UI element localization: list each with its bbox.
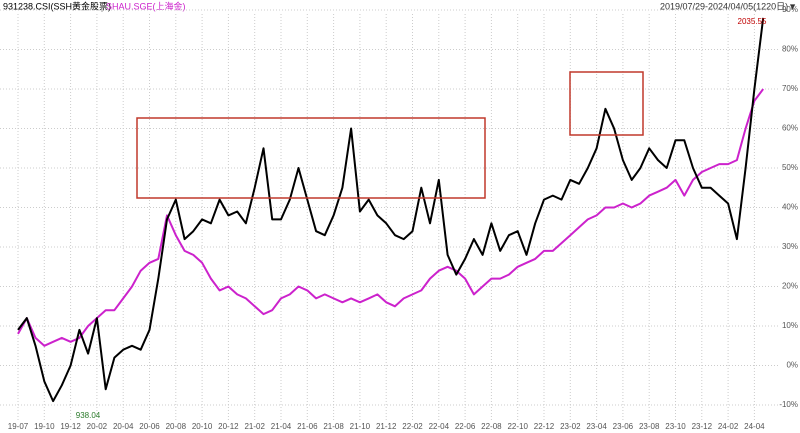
x-tick-label: 22-10 — [507, 422, 528, 431]
y-tick-label: 10% — [782, 321, 798, 330]
x-tick-label: 23-12 — [692, 422, 713, 431]
x-tick-label: 24-02 — [718, 422, 739, 431]
x-tick-label: 21-08 — [323, 422, 344, 431]
y-tick-label: 60% — [782, 124, 798, 133]
y-tick-label: 90% — [782, 5, 798, 14]
x-tick-label: 20-06 — [139, 422, 160, 431]
x-tick-label: 22-02 — [402, 422, 423, 431]
x-tick-label: 22-12 — [534, 422, 555, 431]
x-tick-label: 24-04 — [744, 422, 765, 431]
x-tick-label: 22-04 — [429, 422, 450, 431]
max-annotation: 2035.55 — [738, 17, 767, 26]
x-tick-label: 19-12 — [60, 422, 81, 431]
series-line — [17, 17, 765, 403]
x-tick-label: 23-04 — [586, 422, 607, 431]
x-tick-label: 21-04 — [271, 422, 292, 431]
date-range: 2019/07/29-2024/04/05(1220日)▼ — [660, 1, 797, 11]
highlight-box — [569, 71, 644, 136]
x-tick-label: 20-04 — [113, 422, 134, 431]
y-tick-label: 70% — [782, 84, 798, 93]
x-tick-label: 22-06 — [455, 422, 476, 431]
lines — [17, 17, 765, 403]
y-tick-label: 50% — [782, 163, 798, 172]
y-tick-label: 80% — [782, 45, 798, 54]
x-tick-label: 20-08 — [166, 422, 187, 431]
series-line — [17, 88, 765, 347]
x-tick-label: 21-02 — [244, 422, 265, 431]
x-tick-label: 23-10 — [665, 422, 686, 431]
x-tick-label: 20-10 — [192, 422, 213, 431]
x-tick-label: 23-06 — [613, 422, 634, 431]
x-tick-label: 19-10 — [34, 422, 55, 431]
x-tick-label: 21-12 — [376, 422, 397, 431]
x-tick-label: 20-02 — [87, 422, 108, 431]
y-tick-label: -10% — [779, 400, 798, 409]
y-tick-label: 30% — [782, 242, 798, 251]
x-tick-label: 22-08 — [481, 422, 502, 431]
x-tick-label: 23-08 — [639, 422, 660, 431]
highlight-box — [136, 117, 486, 199]
y-tick-label: 40% — [782, 203, 798, 212]
x-tick-label: 23-02 — [560, 422, 581, 431]
x-tick-label: 19-07 — [8, 422, 29, 431]
y-tick-label: 20% — [782, 282, 798, 291]
legend-series-0: 931238.CSI(SSH黄金股票) — [3, 0, 111, 11]
x-tick-label: 21-10 — [350, 422, 371, 431]
x-tick-label: 21-06 — [297, 422, 318, 431]
min-annotation: 938.04 — [76, 411, 101, 420]
y-tick-label: 0% — [786, 361, 798, 370]
legend-series-1: SHAU.SGE(上海金) — [106, 0, 186, 11]
x-tick-label: 20-12 — [218, 422, 239, 431]
grid — [0, 9, 778, 420]
